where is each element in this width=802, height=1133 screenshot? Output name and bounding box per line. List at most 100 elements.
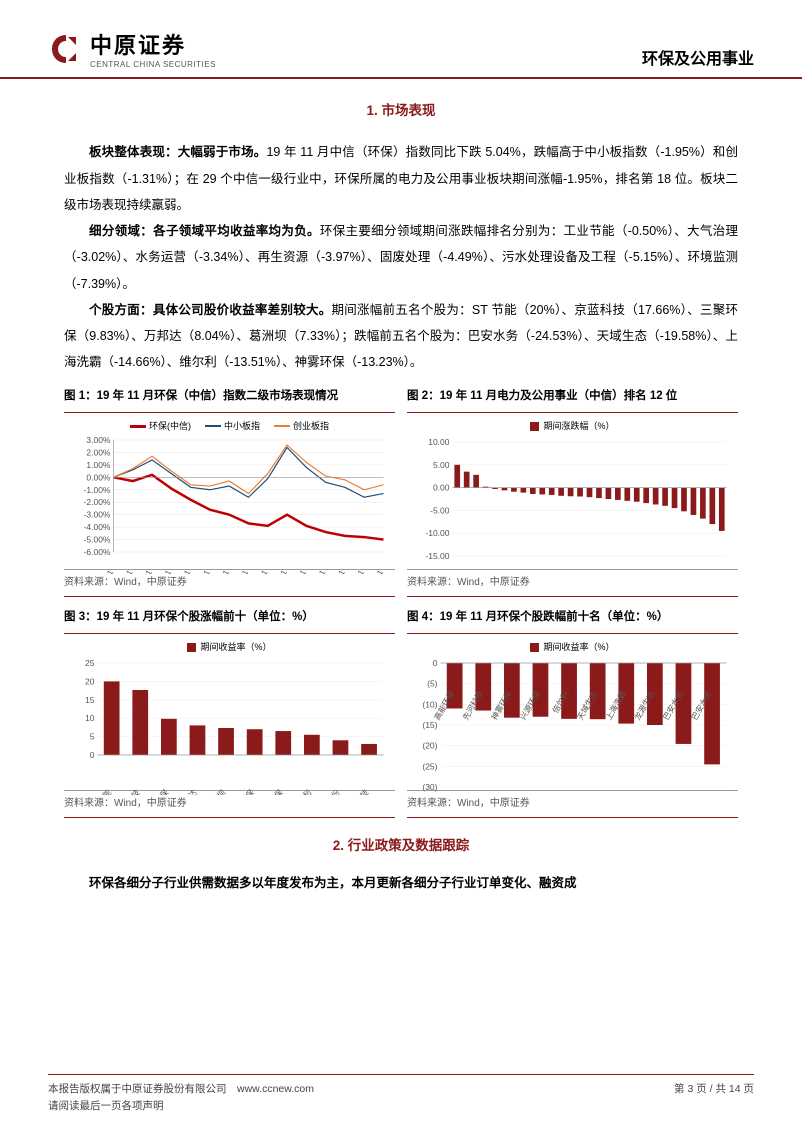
- fig4-title: 图 4：19 年 11 月环保个股跌幅前十名（单位：%）: [407, 605, 738, 629]
- page-footer: 本报告版权属于中原证券股份有限公司 www.ccnew.com 请阅读最后一页各…: [48, 1074, 754, 1115]
- figure-row-2: 图 3：19 年 11 月环保个股涨幅前十（单位：%） 期间收益率（%） 0 5 1…: [64, 605, 738, 818]
- footer-page-number: 第 3 页 / 共 14 页: [674, 1081, 754, 1115]
- legend-label-env: 环保(中信): [149, 417, 191, 436]
- svg-text:-15.00: -15.00: [425, 551, 449, 561]
- svg-text:-5.00%: -5.00%: [84, 534, 111, 544]
- svg-text:19-11: 19-11: [271, 568, 289, 574]
- figure-row-1: 图 1：19 年 11 月环保（中信）指数二级市场表现情况 环保(中信) 中小板…: [64, 384, 738, 597]
- legend-swatch-env: [130, 425, 146, 428]
- svg-text:19-11: 19-11: [98, 568, 116, 574]
- svg-text:-10.00: -10.00: [425, 528, 449, 538]
- svg-text:钱江水利: 钱江水利: [284, 787, 314, 795]
- svg-text:0: 0: [90, 750, 95, 760]
- footer-disclaimer: 请阅读最后一页各项声明: [48, 1098, 314, 1115]
- svg-text:19-11: 19-11: [136, 568, 154, 574]
- fig1-title: 图 1：19 年 11 月环保（中信）指数二级市场表现情况: [64, 384, 395, 408]
- svg-text:19-11: 19-11: [368, 568, 386, 574]
- svg-text:鹏鹞环保: 鹏鹞环保: [226, 787, 256, 795]
- svg-text:京蓝科技: 京蓝科技: [112, 787, 142, 795]
- svg-text:-2.00%: -2.00%: [84, 497, 111, 507]
- svg-text:神雾节能: 神雾节能: [83, 787, 113, 795]
- svg-text:5: 5: [90, 731, 95, 741]
- fig2-svg: -15.00 -10.00 -5.00 0.00 5.00 10.00: [407, 436, 738, 574]
- legend-label-gem: 创业板指: [293, 417, 329, 436]
- fig4-legend-label: 期间收益率（%）: [543, 638, 614, 657]
- svg-text:5.00: 5.00: [433, 459, 450, 469]
- svg-text:19-11: 19-11: [329, 568, 347, 574]
- para-2-lead: 细分领域：各子领域平均收益率均为负。: [89, 224, 320, 238]
- svg-text:0.00: 0.00: [433, 482, 450, 492]
- brand-name-cn: 中原证券: [90, 28, 216, 60]
- svg-text:-5.00: -5.00: [430, 505, 450, 515]
- svg-text:万邦达: 万邦达: [175, 787, 199, 795]
- section-2-text: 环保各细分子行业供需数据多以年度发布为主，本月更新各细分子行业订单变化、融资成: [89, 876, 577, 890]
- svg-text:1.00%: 1.00%: [86, 460, 111, 470]
- svg-text:(10): (10): [422, 699, 437, 709]
- fig2-chart: 期间涨跌幅（%） -15.00 -10.00 -5.00 0.00 5.00 10.00: [407, 412, 738, 570]
- svg-text:19-11: 19-11: [290, 568, 308, 574]
- fig2-legend-swatch: [530, 422, 539, 431]
- svg-text:19-11: 19-11: [155, 568, 173, 574]
- svg-text:10: 10: [85, 713, 95, 723]
- svg-text:19-11: 19-11: [194, 568, 212, 574]
- svg-text:杭锅股份: 杭锅股份: [312, 787, 342, 795]
- svg-text:10.00: 10.00: [428, 437, 450, 447]
- svg-text:20: 20: [85, 676, 95, 686]
- fig3-svg: 0 5 10 15 20 25 神雾节能京蓝科技三聚环保万邦达葛洲坝鹏鹞环保科林环保钱江水利…: [64, 657, 395, 795]
- paragraph-3: 个股方面：具体公司股价收益率差别较大。期间涨幅前五名个股为：ST 节能（20%）…: [64, 297, 738, 376]
- fig1-chart: 环保(中信) 中小板指 创业板指 -6.00%-5.00%-4.00%-3.00…: [64, 412, 395, 570]
- report-category: 环保及公用事业: [642, 45, 754, 69]
- svg-text:(15): (15): [422, 720, 437, 730]
- fig4-svg: (30)(25)(20)(15)(10)(5)0高能环保先河科技神雾环保兴源环保…: [407, 657, 738, 795]
- figure-1: 图 1：19 年 11 月环保（中信）指数二级市场表现情况 环保(中信) 中小板…: [64, 384, 395, 597]
- fig2-legend-label: 期间涨跌幅（%）: [543, 417, 614, 436]
- figure-4: 图 4：19 年 11 月环保个股跌幅前十名（单位：%） 期间收益率（%） (3…: [407, 605, 738, 818]
- svg-text:3.00%: 3.00%: [86, 436, 111, 445]
- svg-text:-6.00%: -6.00%: [84, 547, 111, 557]
- fig3-chart: 期间收益率（%） 0510152025神雾节能京蓝科技三聚环保万邦达葛洲坝鹏鹞环…: [64, 633, 395, 791]
- svg-text:2.00%: 2.00%: [86, 447, 111, 457]
- fig2-title: 图 2：19 年 11 月电力及公用事业（中信）排名 12 位: [407, 384, 738, 408]
- svg-text:25: 25: [85, 658, 95, 668]
- fig3-legend-label: 期间收益率（%）: [200, 638, 271, 657]
- svg-text:三聚环保: 三聚环保: [141, 787, 171, 795]
- brand-name-en: CENTRAL CHINA SECURITIES: [90, 60, 216, 69]
- legend-swatch-sme: [205, 425, 221, 427]
- svg-text:(30): (30): [422, 782, 437, 792]
- svg-text:19-11: 19-11: [310, 568, 328, 574]
- figure-3: 图 3：19 年 11 月环保个股涨幅前十（单位：%） 期间收益率（%） 0 5 1…: [64, 605, 395, 818]
- svg-text:15: 15: [85, 695, 95, 705]
- legend-swatch-gem: [274, 425, 290, 427]
- svg-text:津膜科技: 津膜科技: [341, 787, 371, 795]
- svg-text:(5): (5): [427, 678, 438, 688]
- svg-text:(20): (20): [422, 740, 437, 750]
- page-header: 中原证券 CENTRAL CHINA SECURITIES 环保及公用事业: [0, 0, 802, 79]
- fig1-legend: 环保(中信) 中小板指 创业板指: [64, 413, 395, 436]
- fig1-svg: -6.00%-5.00%-4.00%-3.00%-2.00%-1.00%0.00…: [64, 436, 395, 574]
- svg-text:0: 0: [433, 658, 438, 668]
- svg-text:科林环保: 科林环保: [255, 787, 285, 795]
- section-2-para: 环保各细分子行业供需数据多以年度发布为主，本月更新各细分子行业订单变化、融资成: [64, 870, 738, 896]
- svg-text:0.00%: 0.00%: [86, 472, 111, 482]
- svg-text:葛洲坝: 葛洲坝: [203, 787, 227, 795]
- para-3-lead: 个股方面：具体公司股价收益率差别较大。: [89, 303, 332, 317]
- fig4-chart: 期间收益率（%） (30)(25)(20)(15)(10)(5)0高能环保先河科…: [407, 633, 738, 791]
- section-2-title: 2. 行业政策及数据跟踪: [64, 832, 738, 860]
- fig4-legend: 期间收益率（%）: [407, 634, 738, 657]
- figure-2: 图 2：19 年 11 月电力及公用事业（中信）排名 12 位 期间涨跌幅（%）…: [407, 384, 738, 597]
- paragraph-2: 细分领域：各子领域平均收益率均为负。环保主要细分领域期间涨跌幅排名分别为：工业节…: [64, 218, 738, 297]
- svg-text:19-11: 19-11: [213, 568, 231, 574]
- fig3-legend-swatch: [187, 643, 196, 652]
- svg-text:-1.00%: -1.00%: [84, 484, 111, 494]
- para-1-lead: 板块整体表现：大幅弱于市场。: [89, 145, 266, 159]
- main-content: 1. 市场表现 板块整体表现：大幅弱于市场。19 年 11 月中信（环保）指数同…: [0, 79, 802, 896]
- paragraph-1: 板块整体表现：大幅弱于市场。19 年 11 月中信（环保）指数同比下跌 5.04…: [64, 139, 738, 218]
- fig3-legend: 期间收益率（%）: [64, 634, 395, 657]
- fig2-legend: 期间涨跌幅（%）: [407, 413, 738, 436]
- svg-text:-3.00%: -3.00%: [84, 509, 111, 519]
- legend-label-sme: 中小板指: [224, 417, 260, 436]
- svg-text:19-11: 19-11: [233, 568, 251, 574]
- svg-text:19-11: 19-11: [348, 568, 366, 574]
- logo-icon: [48, 31, 84, 67]
- fig3-title: 图 3：19 年 11 月环保个股涨幅前十（单位：%）: [64, 605, 395, 629]
